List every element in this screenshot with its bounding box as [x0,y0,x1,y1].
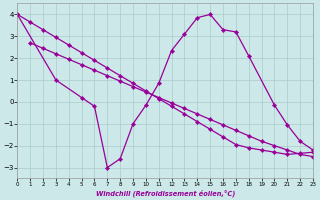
X-axis label: Windchill (Refroidissement éolien,°C): Windchill (Refroidissement éolien,°C) [96,189,235,197]
